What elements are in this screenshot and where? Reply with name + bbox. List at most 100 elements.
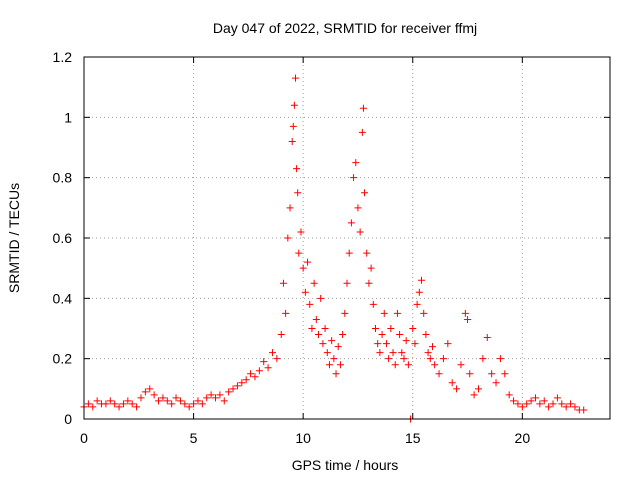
data-point: [146, 385, 154, 393]
data-point: [325, 361, 333, 369]
data-point: [328, 337, 336, 345]
data-point: [260, 358, 268, 366]
data-point: [345, 249, 353, 257]
data-point: [330, 355, 338, 363]
data-point: [310, 279, 318, 287]
data-point: [312, 315, 320, 323]
data-point: [409, 325, 417, 332]
data-point: [358, 128, 366, 136]
data-point: [168, 400, 176, 408]
data-point: [332, 370, 340, 378]
data-point: [562, 403, 570, 411]
data-point: [242, 376, 250, 384]
data-point: [369, 300, 377, 308]
data-point: [294, 189, 302, 197]
data-point: [238, 379, 246, 387]
data-point: [387, 325, 395, 332]
data-point: [282, 309, 290, 317]
data-point: [212, 394, 219, 402]
data-point: [422, 331, 430, 339]
x-tick-label: 10: [295, 430, 311, 446]
data-point: [374, 340, 382, 348]
data-point: [356, 228, 364, 236]
y-tick-label: 0.8: [53, 170, 73, 186]
y-tick-label: 0.2: [53, 351, 73, 367]
data-point: [488, 370, 496, 378]
data-point: [424, 349, 432, 357]
data-point: [336, 361, 344, 369]
data-point: [273, 355, 281, 363]
data-point: [203, 394, 211, 402]
data-point: [435, 370, 443, 378]
data-point: [293, 165, 301, 173]
data-point: [137, 394, 145, 402]
data-point: [413, 300, 421, 308]
data-point: [505, 391, 513, 399]
data-point: [297, 228, 305, 236]
x-tick-label: 5: [190, 430, 198, 446]
data-point: [492, 379, 500, 387]
data-point: [111, 400, 119, 408]
data-point: [128, 400, 136, 408]
data-point: [308, 325, 316, 332]
data-point: [255, 367, 263, 375]
data-point: [461, 309, 469, 317]
data-points: [80, 74, 588, 423]
data-point: [284, 234, 292, 242]
data-point: [553, 394, 561, 402]
data-point: [428, 343, 436, 351]
data-point: [470, 391, 478, 399]
data-point: [567, 400, 575, 408]
data-point: [571, 403, 579, 411]
y-axis-label: SRMTID / TECUs: [6, 183, 22, 293]
y-tick-label: 1: [64, 109, 72, 125]
data-point: [163, 397, 171, 405]
data-point: [339, 331, 347, 339]
data-point: [389, 349, 397, 357]
chart-title: Day 047 of 2022, SRMTID for receiver ffm…: [213, 20, 477, 36]
data-point: [225, 388, 233, 396]
data-point: [133, 403, 141, 411]
data-point: [352, 159, 360, 167]
data-point: [501, 370, 509, 378]
data-point: [391, 361, 399, 369]
data-point: [380, 309, 388, 317]
data-point: [496, 355, 504, 363]
data-point: [289, 122, 297, 130]
x-tick-label: 0: [80, 430, 88, 446]
data-point: [531, 394, 539, 402]
data-point: [207, 391, 215, 399]
data-point: [301, 288, 309, 296]
data-point: [350, 174, 358, 182]
data-point: [415, 288, 423, 296]
data-point: [319, 340, 327, 348]
data-point: [150, 391, 158, 399]
data-point: [291, 74, 299, 82]
data-point: [321, 325, 329, 332]
x-tick-label: 15: [405, 430, 421, 446]
x-tick-label: 20: [515, 430, 531, 446]
x-axis-label: GPS time / hours: [292, 457, 399, 473]
grid-lines: [84, 57, 610, 419]
data-point: [288, 137, 296, 145]
data-point: [268, 349, 276, 357]
data-point: [359, 104, 367, 112]
data-point: [264, 364, 272, 372]
data-point: [365, 279, 373, 287]
data-point: [119, 400, 127, 408]
data-point: [286, 204, 294, 212]
data-point: [367, 264, 375, 272]
data-point: [181, 400, 189, 408]
data-point: [323, 349, 331, 357]
data-point: [393, 309, 401, 317]
data-point: [439, 355, 447, 363]
data-point: [220, 397, 228, 405]
data-point: [306, 300, 314, 308]
data-point: [229, 385, 237, 393]
data-point: [523, 400, 531, 408]
data-point: [457, 361, 465, 369]
data-point: [141, 388, 149, 396]
data-point: [444, 340, 452, 348]
data-point: [466, 370, 474, 378]
